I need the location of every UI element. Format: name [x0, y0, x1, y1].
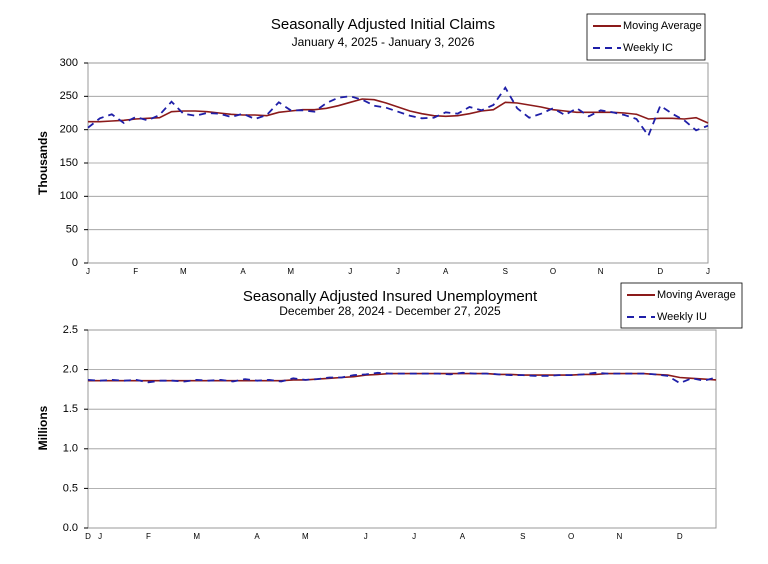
y-tick-label: 50 — [66, 224, 78, 236]
chart-title: Seasonally Adjusted Insured Unemployment — [243, 288, 538, 305]
legend-label: Moving Average — [657, 289, 736, 301]
x-tick-label: D — [677, 532, 683, 541]
x-tick-label: M — [287, 267, 294, 276]
y-axis-label: Millions — [36, 405, 50, 450]
x-tick-label: D — [657, 267, 663, 276]
x-tick-label: J — [348, 267, 352, 276]
legend-box — [586, 13, 706, 61]
x-tick-label: J — [412, 532, 416, 541]
legend-box — [620, 282, 743, 329]
x-tick-label: A — [460, 532, 466, 541]
y-tick-label: 150 — [60, 157, 78, 169]
y-tick-label: 0 — [72, 257, 78, 269]
legend-label: Weekly IC — [623, 42, 673, 54]
x-tick-label: F — [146, 532, 151, 541]
x-tick-label: S — [520, 532, 525, 541]
y-tick-label: 100 — [60, 190, 78, 202]
legend-label: Moving Average — [623, 20, 702, 32]
x-tick-label: J — [706, 267, 710, 276]
x-tick-label: J — [98, 532, 102, 541]
x-tick-label: J — [396, 267, 400, 276]
x-tick-label: M — [302, 532, 309, 541]
x-tick-label: N — [616, 532, 622, 541]
y-tick-label: 300 — [60, 57, 78, 69]
x-tick-label: S — [503, 267, 508, 276]
y-tick-label: 2.5 — [63, 324, 78, 336]
series-line — [87, 86, 709, 138]
chart-subtitle: January 4, 2025 - January 3, 2026 — [292, 35, 475, 49]
x-tick-label: O — [568, 532, 574, 541]
legend-label: Weekly IU — [657, 311, 707, 323]
x-tick-label: A — [240, 267, 246, 276]
y-tick-label: 0.5 — [63, 482, 78, 494]
y-tick-label: 2.0 — [63, 364, 78, 376]
y-tick-label: 1.0 — [63, 443, 78, 455]
x-tick-label: J — [364, 532, 368, 541]
x-tick-label: A — [443, 267, 449, 276]
x-tick-label: F — [133, 267, 138, 276]
y-tick-label: 250 — [60, 90, 78, 102]
x-tick-label: O — [550, 267, 556, 276]
x-tick-label: D — [85, 532, 91, 541]
x-tick-label: M — [193, 532, 200, 541]
y-tick-label: 1.5 — [63, 403, 78, 415]
series-line — [87, 371, 717, 385]
series-line — [88, 98, 709, 124]
y-tick-label: 200 — [60, 124, 78, 136]
y-tick-label: 0.0 — [63, 522, 78, 534]
chart-subtitle: December 28, 2024 - December 27, 2025 — [279, 304, 501, 318]
chart-title: Seasonally Adjusted Initial Claims — [271, 16, 495, 33]
x-tick-label: N — [598, 267, 604, 276]
x-tick-label: M — [180, 267, 187, 276]
plot-area — [87, 329, 717, 529]
x-tick-label: J — [86, 267, 90, 276]
y-axis-label: Thousands — [36, 131, 50, 195]
series-line — [88, 372, 717, 382]
x-tick-label: A — [254, 532, 260, 541]
